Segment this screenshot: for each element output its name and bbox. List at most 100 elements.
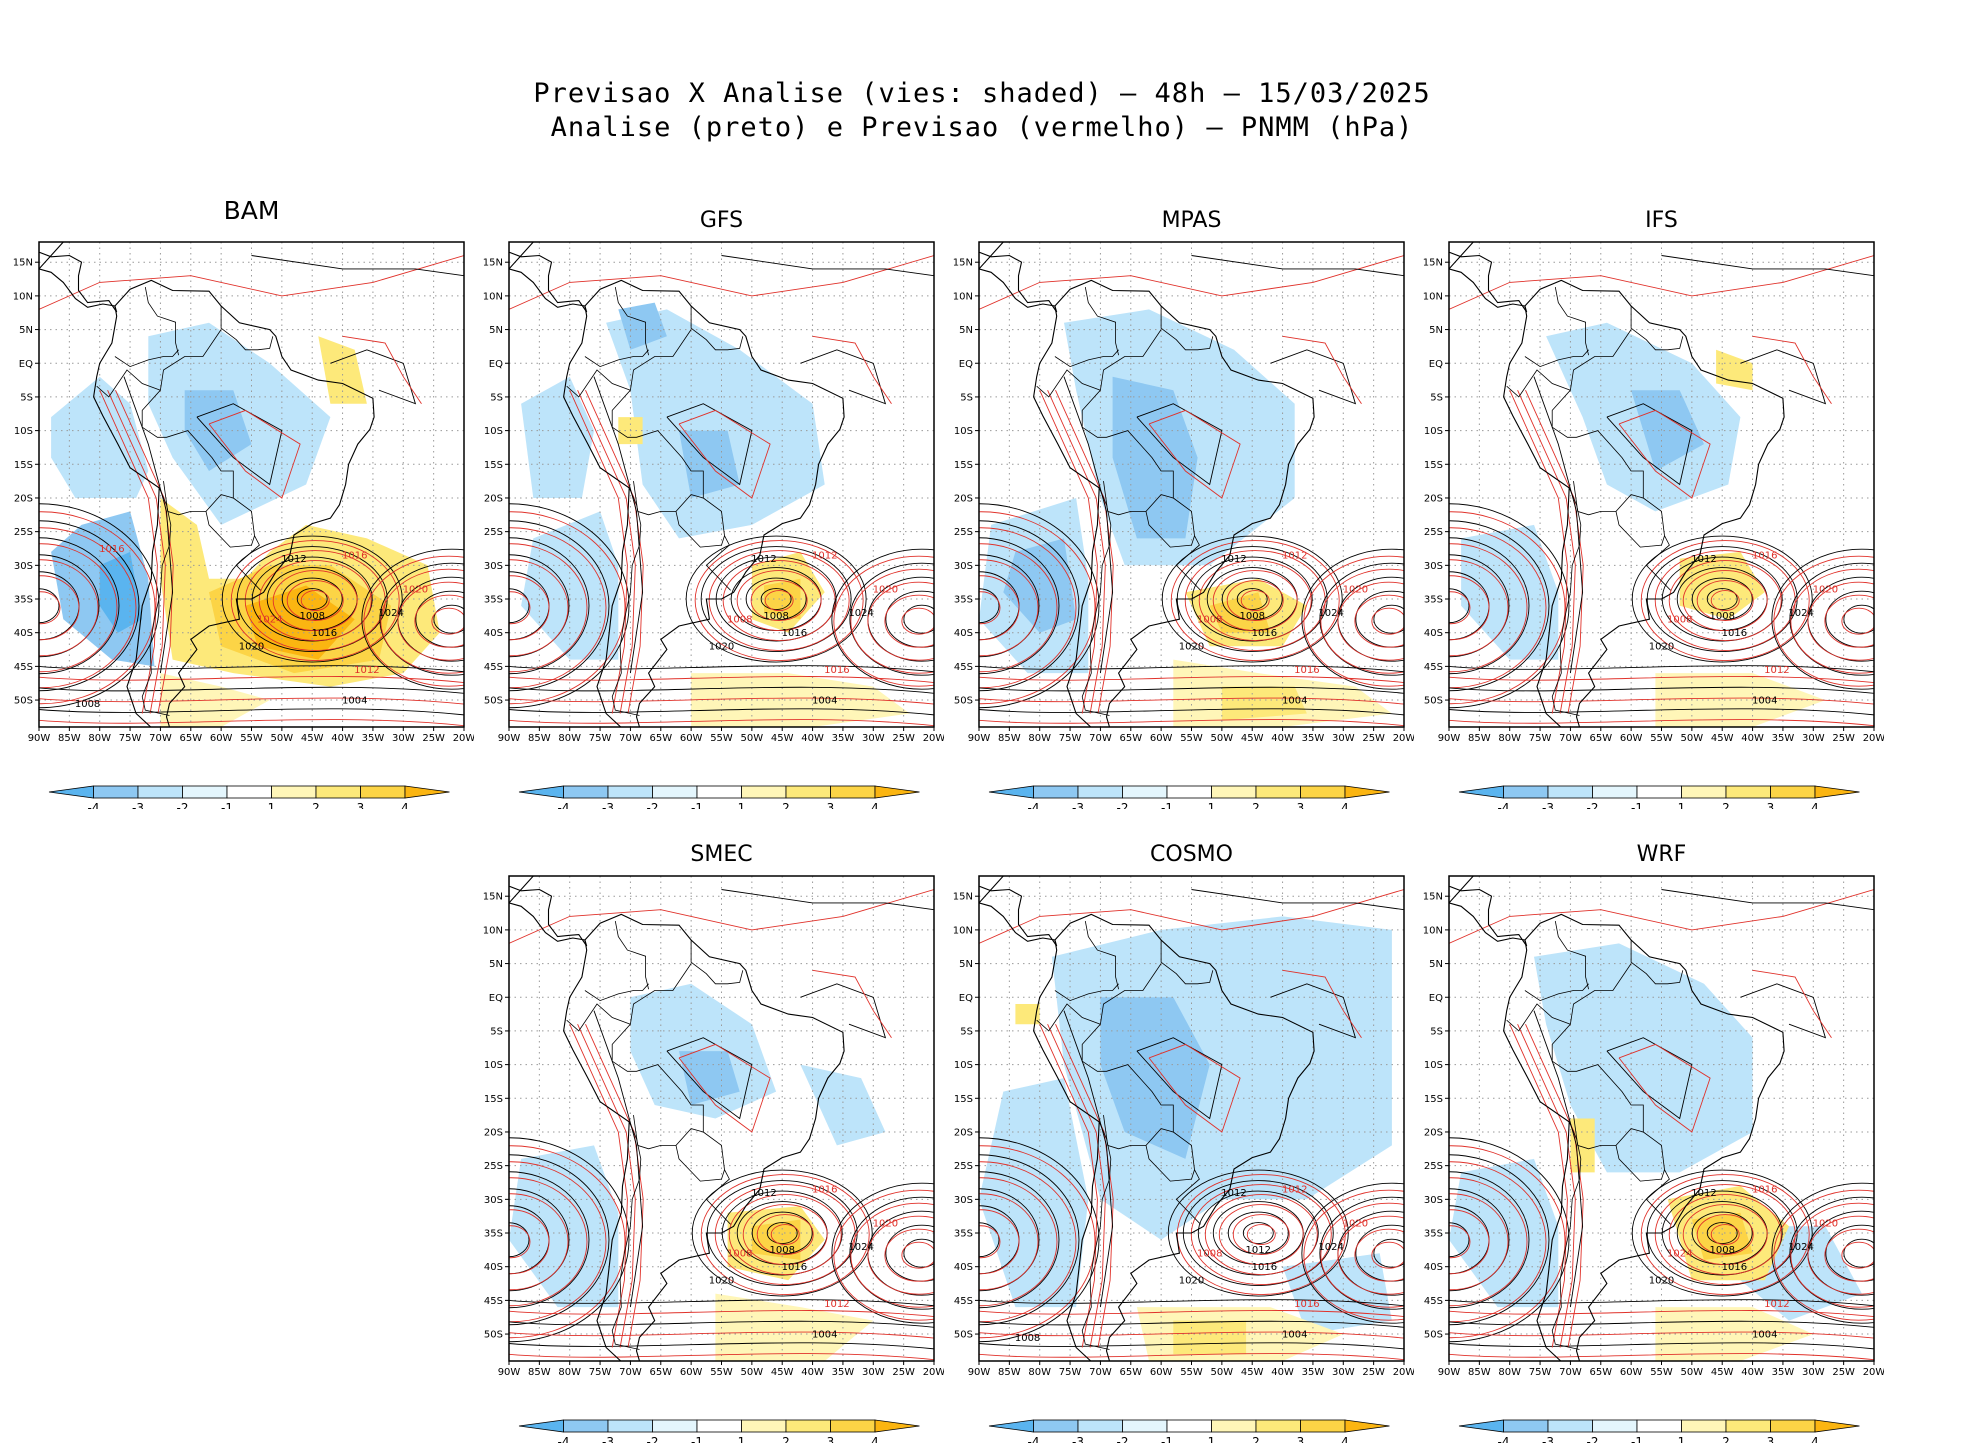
lon-tick-label: 25W — [1832, 733, 1855, 744]
lat-tick-label: 20S — [954, 1127, 973, 1138]
lat-tick-label: 5S — [490, 392, 503, 403]
low-center-label: 1008 — [1239, 611, 1264, 622]
colorbar-label: 2 — [1722, 1435, 1730, 1443]
isobar-label-forecast: 1012 — [1764, 665, 1789, 676]
colorbar-label: 3 — [827, 1435, 835, 1443]
lon-tick-label: 25W — [1832, 1367, 1855, 1378]
lon-tick-label: 85W — [998, 1367, 1021, 1378]
lon-tick-label: 90W — [498, 733, 521, 744]
isobar-label-analysis: 1024 — [1788, 608, 1813, 619]
colorbar-label: -4 — [1498, 801, 1510, 809]
lat-tick-label: 15N — [1423, 892, 1443, 903]
lon-tick-label: 60W — [680, 1367, 703, 1378]
isobar-label-forecast: 1012 — [1282, 551, 1307, 562]
lon-tick-label: 25W — [422, 733, 445, 744]
lon-tick-label: 55W — [1180, 1367, 1203, 1378]
lat-tick-label: 10S — [1424, 1060, 1443, 1071]
lat-tick-label: 10N — [953, 291, 973, 302]
isobar-label-analysis: 1016 — [1722, 1262, 1747, 1273]
lon-tick-label: 45W — [771, 1367, 794, 1378]
lat-tick-label: 15N — [953, 892, 973, 903]
colorbar-label: -3 — [602, 1435, 614, 1443]
lon-tick-label: 40W — [801, 733, 824, 744]
lon-tick-label: 20W — [1393, 733, 1414, 744]
low-center-label: 1008 — [1709, 1245, 1734, 1256]
lat-tick-label: EQ — [959, 359, 973, 370]
lon-tick-label: 40W — [1271, 733, 1294, 744]
bias-area — [1716, 349, 1753, 391]
isobar-label-forecast: 1008 — [727, 1249, 752, 1260]
lon-tick-label: 30W — [862, 1367, 885, 1378]
lat-tick-label: 5S — [1430, 1026, 1443, 1037]
colorbar: -4 -3 -2 -1 1 2 3 4 — [1458, 785, 1860, 809]
lon-tick-label: 80W — [1498, 733, 1521, 744]
isobar-label-forecast: 1020 — [1343, 1218, 1368, 1229]
lon-tick-label: 40W — [1741, 733, 1764, 744]
bias-area — [245, 585, 355, 660]
isobar-label-forecast: 1012 — [1764, 1299, 1789, 1310]
lon-tick-label: 65W — [1589, 1367, 1612, 1378]
lat-tick-label: 20S — [14, 493, 33, 504]
colorbar-label: -1 — [1161, 801, 1173, 809]
lat-tick-label: 50S — [484, 1330, 503, 1341]
lon-tick-label: 45W — [1711, 733, 1734, 744]
bias-area — [1679, 551, 1765, 620]
lat-tick-label: 40S — [954, 628, 973, 639]
isobar-label-forecast: 1020 — [873, 584, 898, 595]
lat-tick-label: 5N — [489, 325, 503, 336]
lon-tick-label: 70W — [1089, 1367, 1112, 1378]
lat-tick-label: 35S — [954, 595, 973, 606]
lat-tick-label: EQ — [489, 359, 503, 370]
lon-tick-label: 90W — [968, 1367, 991, 1378]
lat-tick-label: 35S — [14, 595, 33, 606]
isobar-label-analysis: 1012 — [281, 554, 306, 565]
colorbar-label: 2 — [1252, 801, 1260, 809]
low-center-label: 1008 — [1709, 611, 1734, 622]
lat-tick-label: 20S — [484, 493, 503, 504]
isobar-label-analysis: 1012 — [1691, 554, 1716, 565]
lon-tick-label: 80W — [1028, 1367, 1051, 1378]
lon-tick-label: 80W — [558, 733, 581, 744]
panel-title: BAM — [223, 196, 280, 225]
bias-area — [509, 1145, 619, 1308]
lon-tick-label: 75W — [1529, 1367, 1552, 1378]
lat-tick-label: 20S — [484, 1127, 503, 1138]
colorbar-label: -1 — [221, 801, 233, 809]
lon-tick-label: 70W — [619, 733, 642, 744]
colorbar-label: -3 — [1542, 1435, 1554, 1443]
isobar-label-forecast: 1016 — [824, 665, 849, 676]
lon-tick-label: 65W — [649, 1367, 672, 1378]
lat-tick-label: 25S — [954, 527, 973, 538]
lon-tick-label: 90W — [968, 733, 991, 744]
colorbar-label: -3 — [1072, 801, 1084, 809]
colorbar-label: -1 — [1631, 801, 1643, 809]
isobar-label-analysis: 1024 — [378, 608, 403, 619]
isobar-label-analysis: 1016 — [782, 628, 807, 639]
lat-tick-label: 15S — [1424, 1094, 1443, 1105]
lon-tick-label: 25W — [1362, 1367, 1385, 1378]
lat-tick-label: 5S — [490, 1026, 503, 1037]
lon-tick-label: 35W — [1302, 1367, 1325, 1378]
colorbar-label: -4 — [1028, 801, 1040, 809]
lon-tick-label: 85W — [528, 733, 551, 744]
lat-tick-label: 5S — [960, 392, 973, 403]
lat-tick-label: 30S — [954, 1195, 973, 1206]
lat-tick-label: 25S — [484, 527, 503, 538]
lon-tick-label: 30W — [1802, 1367, 1825, 1378]
lon-tick-label: 25W — [892, 1367, 915, 1378]
map-gfs: 1012 1016 1020 1024 1004 1012 1016 1020 1008 1008… — [483, 241, 944, 809]
colorbar-label: -2 — [1117, 1435, 1129, 1443]
lat-tick-label: 15N — [483, 892, 503, 903]
lon-tick-label: 30W — [1802, 733, 1825, 744]
bias-area — [606, 309, 825, 539]
lat-tick-label: 10S — [484, 426, 503, 437]
lon-tick-label: 55W — [1650, 1367, 1673, 1378]
colorbar-label: -4 — [558, 1435, 570, 1443]
colorbar: -4 -3 -2 -1 1 2 3 4 — [1458, 1419, 1860, 1443]
isobar-label-analysis: 1024 — [1318, 608, 1343, 619]
lon-tick-label: 55W — [1650, 733, 1673, 744]
lon-tick-label: 25W — [1362, 733, 1385, 744]
lon-tick-label: 85W — [1468, 733, 1491, 744]
lon-tick-label: 55W — [710, 1367, 733, 1378]
lon-tick-label: 75W — [1529, 733, 1552, 744]
